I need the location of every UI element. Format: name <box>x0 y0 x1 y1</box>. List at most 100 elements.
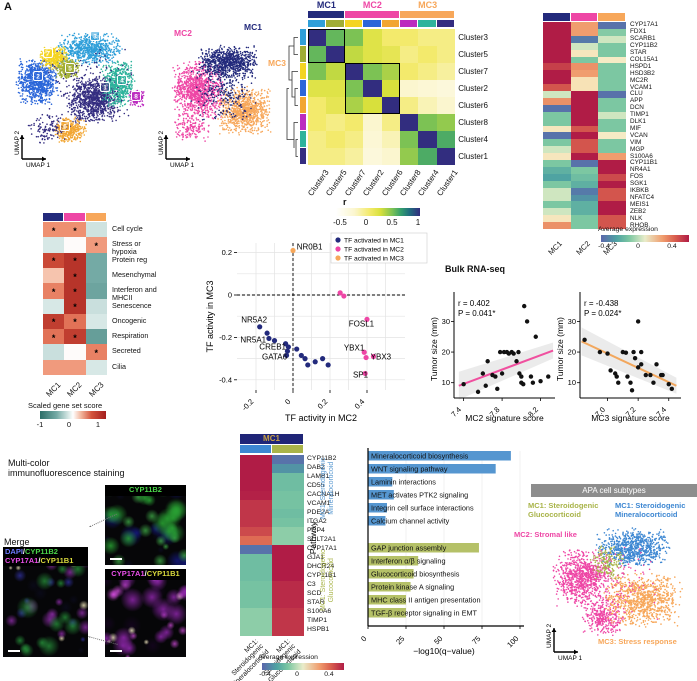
heatmap-cell <box>598 132 626 140</box>
legend-tick: 0 <box>295 671 299 678</box>
heatmap-cell <box>598 153 626 161</box>
legend-tick: 0.4 <box>667 243 677 250</box>
corr-cell <box>400 29 419 46</box>
channel-label: DAPI <box>5 547 23 556</box>
mc-marker-heatmap: CYP17A1 FDX1 SCARB1 CYP11B2 STAR COL15A1 HSPD1… <box>541 8 697 258</box>
gene-row-label: STAR <box>307 599 325 606</box>
corr-cell <box>418 97 437 114</box>
heatmap-cell <box>543 215 571 223</box>
umap-clusters-plot: 3 7 5 2 1 4 8 6 UMAP 1 UMAP 2 <box>14 31 145 169</box>
pathway-bar-label: GAP junction assembly <box>371 543 447 552</box>
heatmap-cell <box>43 344 65 361</box>
heatmap-cell <box>272 491 304 501</box>
tf-label-ybx3: YBX3 <box>371 353 392 362</box>
scale-bar <box>8 650 20 652</box>
corr-cell <box>363 148 382 165</box>
heatmap-cell <box>240 590 272 600</box>
heatmap-cell <box>85 359 107 376</box>
heatmap-cell <box>570 194 598 202</box>
corr-cell <box>436 131 456 148</box>
corr-cell <box>308 148 327 165</box>
heatmap-cell <box>570 118 598 126</box>
heatmap-cell <box>543 91 571 99</box>
gene-row-label: PDE2A <box>307 509 330 516</box>
svg-text:4: 4 <box>120 77 124 84</box>
pathway-bar-label: Glucocorticoid biosynthesis <box>371 569 460 578</box>
corr-cell <box>363 46 382 63</box>
heatmap-cell <box>598 97 626 106</box>
mc1-header: MC1 <box>240 434 303 444</box>
heatmap-cell <box>272 617 304 627</box>
heatmap-cell <box>240 536 272 546</box>
heatmap-cell <box>598 201 626 209</box>
gene-row-label: STAR <box>630 49 647 56</box>
heatmap-cell <box>543 63 571 71</box>
heatmap-cell <box>570 139 598 147</box>
gene-row-label: TIMP1 <box>307 617 328 624</box>
heatmap-cell <box>272 554 304 564</box>
corr-cell <box>381 80 400 97</box>
corr-cell <box>363 80 382 97</box>
gene-row-label: Respiration <box>112 331 149 341</box>
heatmap-cell <box>570 28 598 37</box>
gene-row-label: CYP11B1 <box>307 572 337 579</box>
heatmap-cell <box>570 22 598 30</box>
heatmap-cell <box>598 194 626 202</box>
col-cluster-color <box>418 19 436 27</box>
gene-row-label: CYP11B2 <box>630 42 658 50</box>
tf-label-nr0b1: NR0B1 <box>297 242 323 251</box>
tf-label-fosl1: FOSL1 <box>349 319 375 328</box>
legend-title: Average expression <box>258 654 318 661</box>
tf-label-sp1: SP1 <box>353 370 369 379</box>
pathway-bar-label: Protein kinase A signaling <box>371 582 454 591</box>
legend-tick: 0 <box>66 420 72 429</box>
corr-cell <box>344 131 364 148</box>
if-cyp11b2-label: CYP11B2 <box>105 485 186 496</box>
apa-subtype-label: MC3: Stress response <box>598 637 677 646</box>
corr-legend-title: r <box>343 197 347 207</box>
corr-cell <box>363 114 382 131</box>
heatmap-cell <box>598 70 626 78</box>
heatmap-cell <box>240 545 272 555</box>
heatmap-cell <box>240 617 272 627</box>
heatmap-cell <box>598 84 626 92</box>
heatmap-cell <box>598 111 626 120</box>
gene-row-label: Cilia <box>112 361 126 371</box>
mc1-subtype-heatmap: MC1 CYP11B2 DAB2 LAMB1 CD55 CACNA1H VCAM1 PDE2A… <box>229 434 380 681</box>
heatmap-cell <box>570 180 598 189</box>
significance-star: * <box>73 271 77 282</box>
pathway-group-label: MC1: SteroidogenicMineralocorticoid <box>320 457 335 519</box>
bulk-rnaseq-title: Bulk RNA-seq <box>445 264 506 274</box>
heatmap-cell <box>598 215 626 223</box>
gene-row-label: FDX1 <box>630 28 647 36</box>
row-cluster-color <box>300 63 306 79</box>
heatmap-cell <box>85 313 107 330</box>
corr-cell <box>381 46 400 63</box>
gene-row-label: DAB2 <box>307 464 325 471</box>
significance-star: * <box>73 286 77 297</box>
heatmap-cell <box>598 139 626 147</box>
legend-gradient <box>40 411 106 419</box>
corr-cell <box>344 80 364 97</box>
significance-star: * <box>94 240 98 251</box>
umap-mc-label-mc2: MC2 <box>174 28 192 38</box>
heatmap-cell <box>598 77 626 85</box>
tf-label-nr5a2: NR5A2 <box>241 316 267 325</box>
heatmap-cell <box>272 590 304 600</box>
row-cluster-color <box>300 29 306 45</box>
corr-cell <box>344 46 364 63</box>
significance-star: * <box>94 348 98 359</box>
channel-label: CYP17A1 <box>111 569 145 578</box>
heatmap-cell <box>43 329 65 345</box>
gene-row-label: Protein reg <box>112 254 148 264</box>
heatmap-cell <box>272 527 304 537</box>
gene-row-label: Interferon and MHCII <box>112 285 157 302</box>
gene-row-label: CLU <box>630 90 643 98</box>
if-cyp11b2-image: CYP11B2 <box>105 485 186 565</box>
corr-cell <box>400 131 419 148</box>
heatmap-cell <box>543 201 571 209</box>
tf-label-gata6: GATA6 <box>262 353 288 362</box>
significance-star: * <box>73 317 77 328</box>
